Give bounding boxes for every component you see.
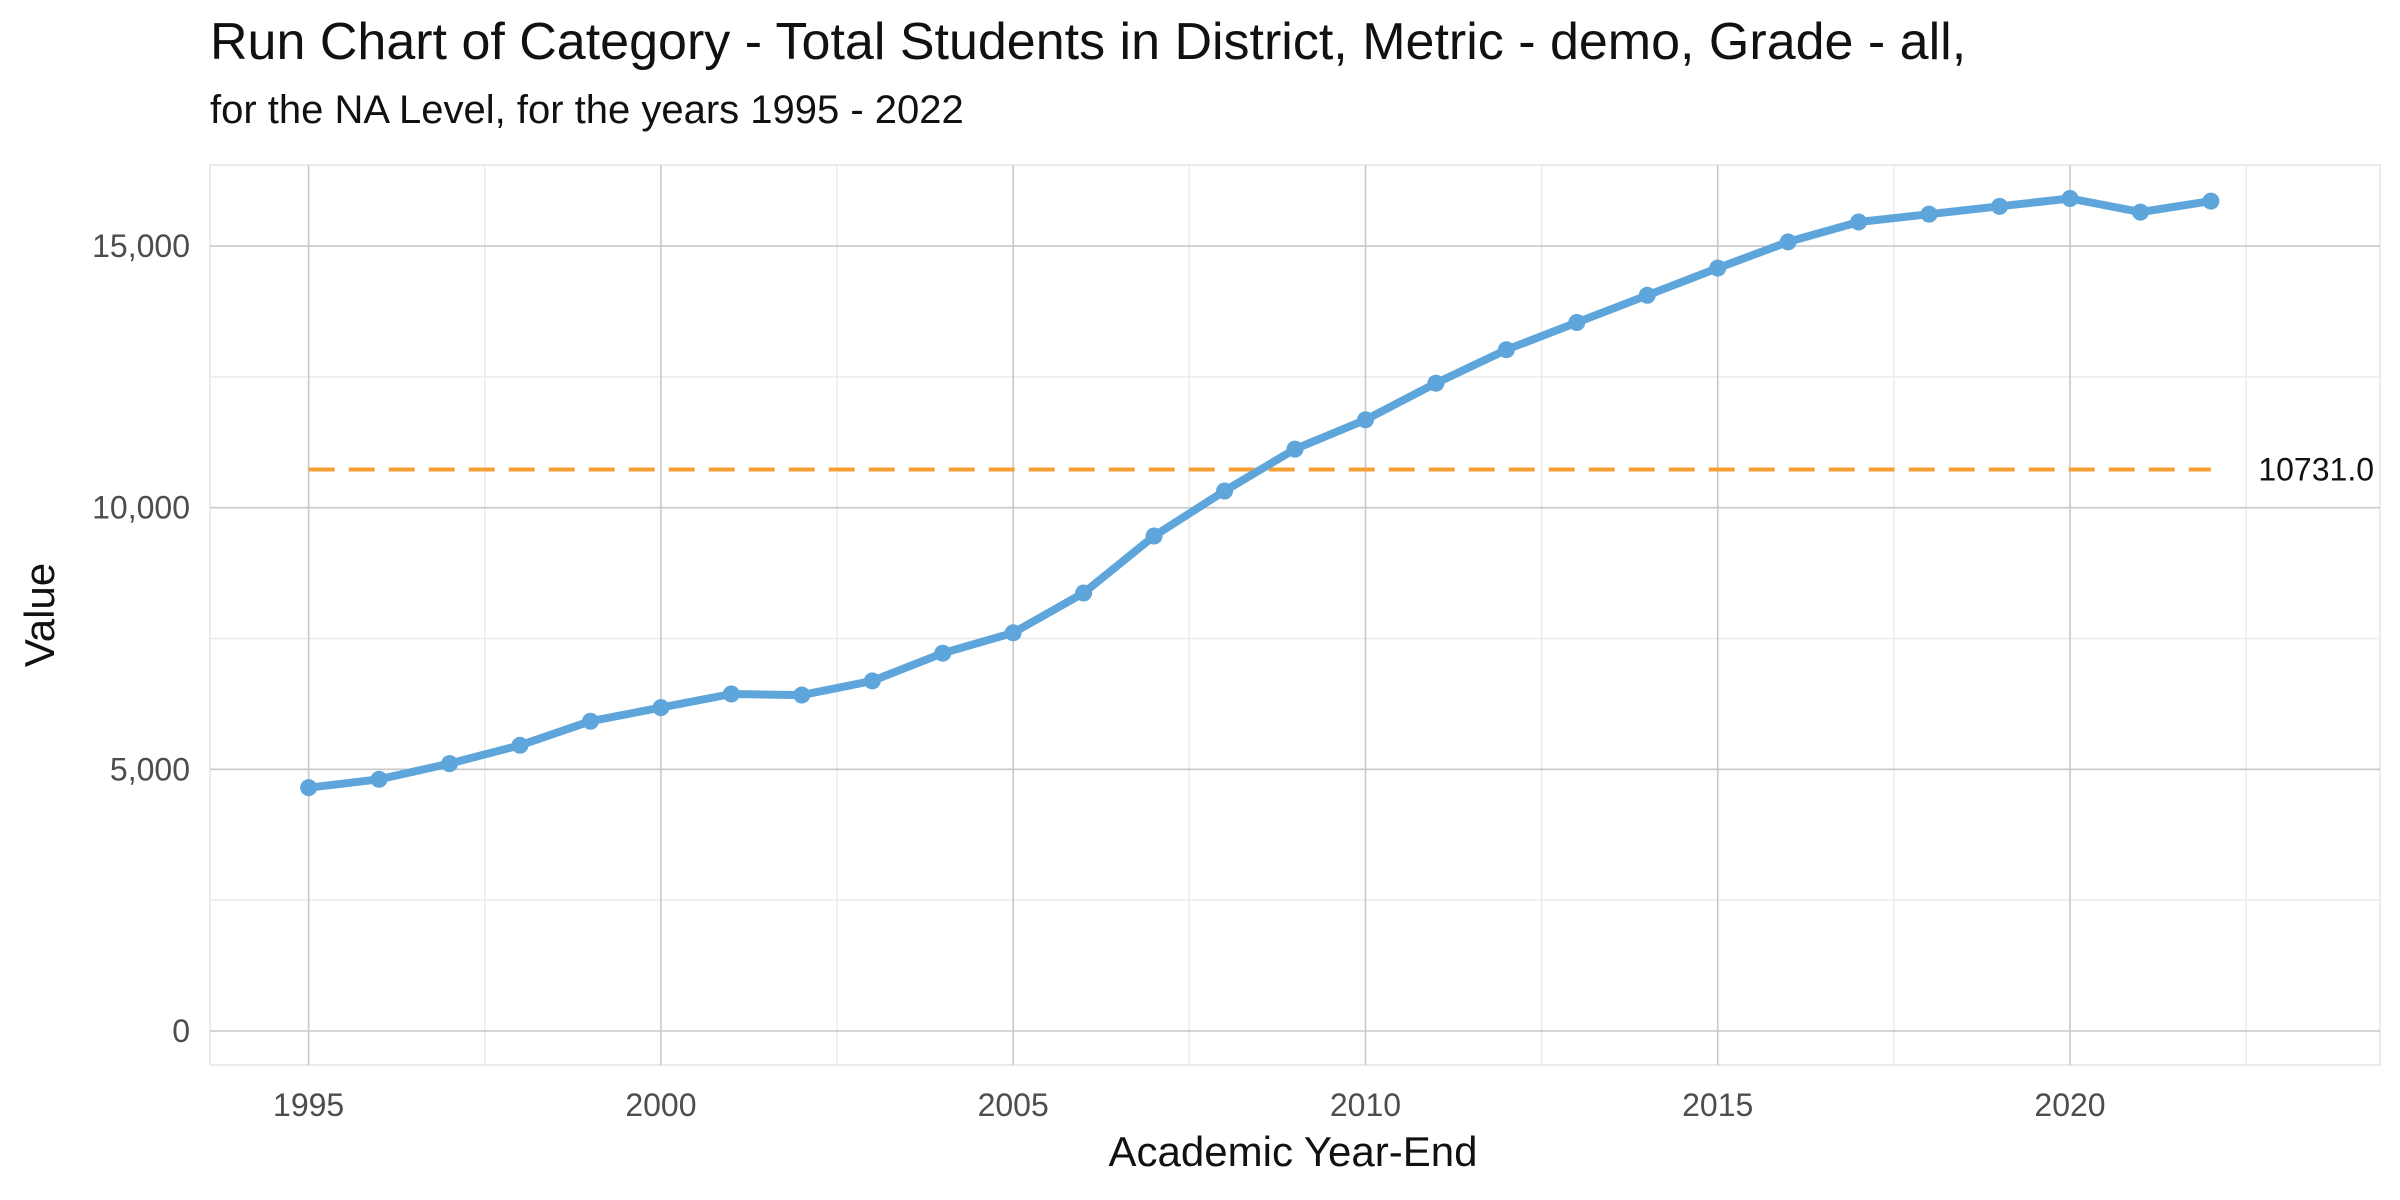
data-point: [370, 770, 388, 788]
y-axis-title: Value: [16, 563, 63, 667]
x-axis-ticks: 1995 2000 2005 2010 2015 2020: [273, 1087, 2106, 1123]
data-point: [1216, 482, 1234, 500]
data-point: [1991, 197, 2009, 215]
x-tick-label: 2005: [978, 1087, 1049, 1123]
y-tick-label: 15,000: [92, 228, 190, 264]
data-point: [1709, 259, 1727, 277]
data-point: [1568, 314, 1586, 331]
data-point: [511, 736, 529, 754]
data-point: [1427, 374, 1445, 392]
data-point: [581, 712, 599, 730]
y-axis-ticks: 0 5,000 10,000 15,000: [92, 228, 190, 1049]
mean-reference-label: 10731.0: [2258, 451, 2374, 487]
data-point: [863, 672, 881, 690]
x-tick-label: 1995: [273, 1087, 344, 1123]
data-point: [722, 685, 740, 703]
data-point: [300, 779, 318, 797]
data-point: [1145, 527, 1163, 545]
x-tick-label: 2015: [1682, 1087, 1753, 1123]
data-point: [934, 644, 952, 662]
series-line: [304, 194, 2215, 792]
data-point: [2202, 192, 2220, 210]
chart-subtitle: for the NA Level, for the years 1995 - 2…: [210, 88, 964, 132]
plot-panel: [209, 164, 2381, 1066]
data-point: [652, 699, 670, 717]
x-tick-label: 2020: [2034, 1087, 2105, 1123]
x-tick-label: 2010: [1330, 1087, 1401, 1123]
data-point: [2131, 203, 2149, 221]
minor-grid: [210, 165, 2380, 1065]
series-group: [300, 189, 2220, 797]
data-point: [441, 755, 459, 773]
major-grid: [210, 165, 2380, 1065]
data-point: [1850, 213, 1868, 231]
chart-title: Run Chart of Category - Total Students i…: [210, 13, 1967, 71]
x-axis-title: Academic Year-End: [1109, 1128, 1478, 1175]
y-tick-label: 0: [172, 1013, 190, 1049]
data-point: [1075, 584, 1093, 602]
data-point: [1920, 205, 1938, 223]
reference-line-group: 10731.0: [308, 451, 2374, 487]
data-point: [2061, 189, 2079, 207]
data-point: [1497, 341, 1515, 359]
data-point: [1638, 286, 1656, 304]
data-point: [1779, 233, 1797, 251]
y-tick-label: 10,000: [92, 490, 190, 526]
data-point: [1356, 411, 1374, 429]
x-tick-label: 2000: [625, 1087, 696, 1123]
data-point: [793, 686, 811, 704]
y-tick-label: 5,000: [110, 751, 190, 787]
data-point: [1286, 440, 1304, 458]
data-point: [1004, 624, 1022, 642]
